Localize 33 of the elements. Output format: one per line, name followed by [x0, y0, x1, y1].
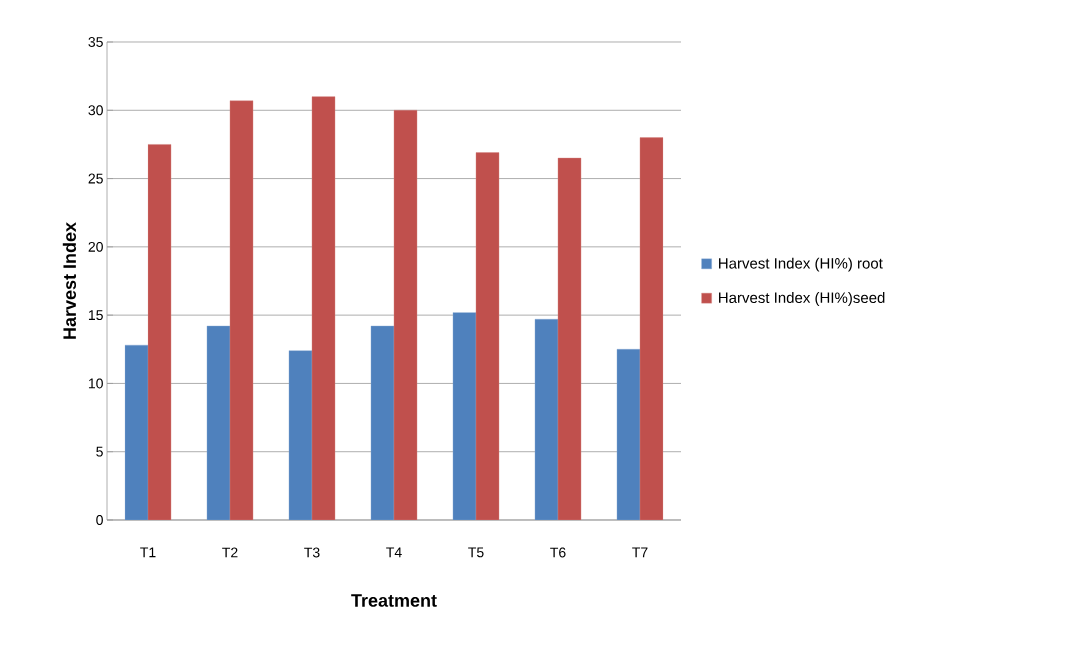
- y-tick-label: 20: [88, 241, 103, 252]
- bar: [616, 349, 641, 520]
- bar: [229, 100, 254, 520]
- bar: [206, 325, 231, 520]
- x-axis-title: Treatment: [351, 594, 437, 607]
- legend-label: Harvest Index (HI%)seed: [719, 292, 885, 306]
- x-tick-label: T1: [140, 547, 156, 558]
- bar: [311, 96, 336, 520]
- x-tick-label: T3: [304, 547, 320, 558]
- y-tick-label: 10: [88, 378, 103, 389]
- bar: [475, 152, 500, 520]
- bar: [639, 137, 664, 520]
- y-tick-label: 30: [88, 105, 103, 116]
- legend-label: Harvest Index (HI%) root: [719, 257, 883, 272]
- y-axis-title: Harvest Index: [62, 222, 77, 339]
- x-tick-label: T6: [550, 547, 566, 558]
- bar: [370, 325, 395, 520]
- bar: [147, 144, 172, 520]
- x-tick-label: T4: [386, 547, 402, 558]
- y-tick-label: 35: [88, 37, 103, 47]
- x-tick-label: T7: [632, 547, 648, 558]
- bar: [124, 344, 149, 520]
- y-tick-label: 25: [88, 173, 103, 184]
- bar: [452, 312, 477, 520]
- bar: [288, 350, 313, 520]
- y-tick-label: 15: [88, 310, 103, 321]
- bar: [557, 157, 582, 520]
- bar: [534, 319, 559, 520]
- bar: [393, 110, 418, 520]
- x-tick-label: T2: [222, 547, 238, 558]
- y-tick-label: 0: [96, 515, 103, 525]
- y-tick-label: 5: [96, 446, 103, 457]
- x-tick-label: T5: [468, 547, 484, 558]
